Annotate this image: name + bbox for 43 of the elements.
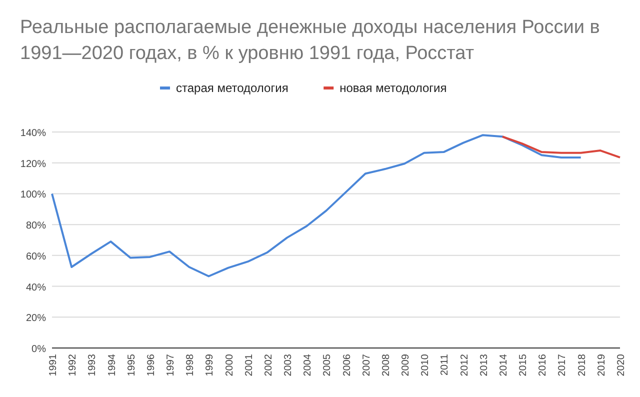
- x-tick-label: 2003: [283, 354, 294, 376]
- line-series: [51, 134, 582, 278]
- x-tick-label: 2013: [478, 354, 490, 376]
- x-tick-label: 2018: [576, 354, 588, 376]
- x-tick-label: 1997: [166, 354, 177, 376]
- x-tick-label: 1998: [185, 354, 196, 376]
- y-tick-label: 120%: [20, 158, 46, 170]
- y-tick-label: 100%: [20, 190, 46, 201]
- y-tick-label: 80%: [26, 220, 46, 232]
- x-tick-label: 2014: [498, 354, 510, 376]
- x-tick-label: 2016: [538, 354, 549, 376]
- x-tick-label: 2004: [302, 354, 314, 376]
- x-tick-label: 2020: [616, 354, 627, 376]
- y-tick-label: 140%: [20, 128, 46, 139]
- x-tick-label: 2007: [361, 354, 372, 376]
- y-tick-label: 20%: [26, 313, 46, 324]
- x-tick-label: 2006: [342, 354, 353, 376]
- x-tick-label: 1993: [87, 354, 98, 376]
- x-tick-label: 1991: [48, 354, 59, 376]
- x-tick-label: 2015: [518, 354, 530, 376]
- x-tick-label: 2002: [263, 354, 274, 376]
- y-tick-label: 0%: [32, 344, 46, 355]
- y-tick-label: 60%: [26, 251, 46, 262]
- x-tick-label: 2005: [322, 354, 334, 376]
- x-tick-label: 2009: [400, 354, 412, 376]
- x-tick-label: 2010: [420, 354, 432, 376]
- x-tick-label: 2008: [380, 354, 392, 376]
- x-tick-label: 1999: [204, 354, 216, 376]
- x-tick-label: 2012: [459, 354, 470, 376]
- legend-label: старая методология: [176, 81, 288, 95]
- x-tick-label: 2000: [224, 354, 236, 376]
- x-tick-label: 1992: [68, 354, 79, 376]
- x-tick-label: 1996: [146, 354, 157, 376]
- x-tick-label: 2001: [244, 354, 255, 376]
- x-tick-label: 1995: [126, 354, 138, 376]
- chart-title: Реальные располагаемые денежные доходы населения России в 1991—2020 годах, в % к уровню 1991 года, Росстат: [20, 17, 600, 64]
- legend-label: новая методология: [340, 81, 447, 95]
- y-tick-label: 40%: [26, 282, 46, 294]
- line-series: [501, 136, 621, 158]
- x-tick-label: 2019: [596, 354, 608, 376]
- x-tick-label: 2017: [557, 354, 568, 376]
- x-tick-label: 1994: [106, 354, 118, 376]
- x-tick-label: 2011: [440, 354, 451, 376]
